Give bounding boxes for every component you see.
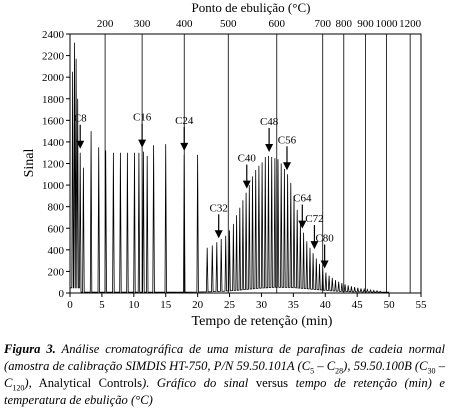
y-tick-label: 0 — [59, 288, 65, 300]
annotation-label: C56 — [278, 134, 297, 146]
caption-text: ), — [343, 359, 351, 373]
chromatogram-trace — [70, 42, 390, 293]
top-tick-label: 1000 — [376, 18, 399, 30]
top-tick-label: 300 — [134, 18, 151, 30]
caption-text: ). Gráfico do sinal — [142, 376, 249, 390]
caption-sub: 120 — [12, 383, 25, 393]
caption-text: tempo de retenção (min) e temperatura de… — [4, 376, 445, 407]
x-tick-label: 55 — [416, 299, 428, 311]
y-tick-label: 200 — [48, 266, 65, 278]
annotation-label: C40 — [238, 153, 257, 165]
caption-text: versus — [248, 376, 296, 390]
annotation-arrow-head — [265, 143, 274, 152]
annotation-label: C48 — [260, 116, 279, 128]
caption-text: – C — [4, 359, 445, 390]
annotation-arrow-head — [282, 162, 291, 171]
top-tick-label: 500 — [220, 18, 237, 30]
annotation-label: C80 — [315, 232, 334, 244]
caption-text: – C — [314, 359, 336, 373]
annotation-label: C24 — [175, 115, 194, 127]
annotation-arrow-head — [138, 139, 147, 148]
annotation-label: C16 — [133, 112, 152, 124]
x-tick-label: 35 — [288, 299, 300, 311]
plot-frame — [69, 33, 422, 294]
y-tick-label: 1600 — [42, 115, 65, 127]
caption-sub: 5 — [310, 366, 315, 376]
top-tick-label: 600 — [269, 18, 286, 30]
y-tick-label: 1200 — [42, 159, 65, 171]
top-tick-label: 400 — [176, 18, 193, 30]
x-axis-title: Tempo de retenção (min) — [192, 314, 333, 329]
top-axis-ticks: 200 300 400 500 600 700 800 900 1000 1200 — [97, 18, 422, 30]
x-tick-label: 10 — [128, 299, 140, 311]
y-axis-ticks: 0 200 400 600 800 1000 1200 1400 1600 1800 2000 220… — [42, 29, 70, 300]
top-tick-label: 700 — [314, 18, 331, 30]
top-axis-title: Ponto de ebulição (°C) — [192, 0, 311, 15]
y-tick-label: 2400 — [42, 29, 65, 41]
caption-sub: 30 — [427, 366, 436, 376]
caption-sub: 28 — [335, 366, 344, 376]
caption-text: Análise cromatográfica de uma mistura de… — [4, 342, 445, 373]
annotation-arrow-head — [214, 230, 223, 239]
annotation-arrow-head — [242, 180, 251, 189]
caption-lead: Figura 3. — [4, 342, 56, 356]
y-tick-label: 1800 — [42, 94, 65, 106]
y-tick-label: 1000 — [42, 180, 65, 192]
annotation-label: C32 — [210, 202, 228, 214]
annotation-label: C64 — [293, 193, 312, 205]
y-tick-label: 600 — [48, 223, 65, 235]
x-tick-label: 5 — [99, 299, 105, 311]
y-tick-label: 2200 — [42, 51, 65, 63]
chromatogram-chart: Ponto de ebulição (°C) 200 300 400 500 600 70… — [22, 0, 427, 329]
y-tick-label: 400 — [48, 245, 65, 257]
caption-text: Analytical Controls — [31, 376, 143, 390]
x-tick-label: 50 — [384, 299, 396, 311]
top-tick-label: 1200 — [399, 18, 422, 30]
x-tick-label: 25 — [224, 299, 236, 311]
y-tick-label: 1400 — [42, 137, 65, 149]
y-tick-label: 800 — [48, 202, 65, 214]
x-tick-label: 0 — [67, 299, 73, 311]
annotation-arrow-head — [320, 260, 329, 269]
annotation-arrow-head — [180, 142, 189, 151]
top-tick-label: 900 — [357, 18, 374, 30]
x-tick-label: 20 — [192, 299, 204, 311]
annotation-arrow-head — [310, 241, 319, 250]
annotation-label: C8 — [74, 113, 87, 125]
x-tick-label: 45 — [352, 299, 364, 311]
annotation-arrow-head — [298, 220, 307, 229]
y-tick-label: 2000 — [42, 72, 65, 84]
boiling-point-gridlines — [104, 34, 411, 293]
x-tick-label: 30 — [256, 299, 268, 311]
figure-caption: Figura 3. Análise cromatográfica de uma … — [4, 341, 445, 409]
x-tick-label: 40 — [320, 299, 332, 311]
annotation-arrow-head — [76, 140, 85, 149]
annotation-label: C72 — [305, 213, 323, 225]
x-tick-label: 15 — [160, 299, 172, 311]
caption-text: ), — [24, 376, 32, 390]
caption-text: 59.50.100B (C — [353, 359, 428, 373]
x-axis-ticks: 0 5 10 15 20 25 30 35 40 45 50 55 — [67, 293, 427, 311]
top-tick-label: 200 — [97, 18, 114, 30]
top-tick-label: 800 — [336, 18, 353, 30]
carbon-number-annotations: C8 C16 C24 C32 C40 C48 C56 C64 C72 C80 — [74, 112, 334, 269]
y-axis-title: Sinal — [22, 149, 37, 178]
